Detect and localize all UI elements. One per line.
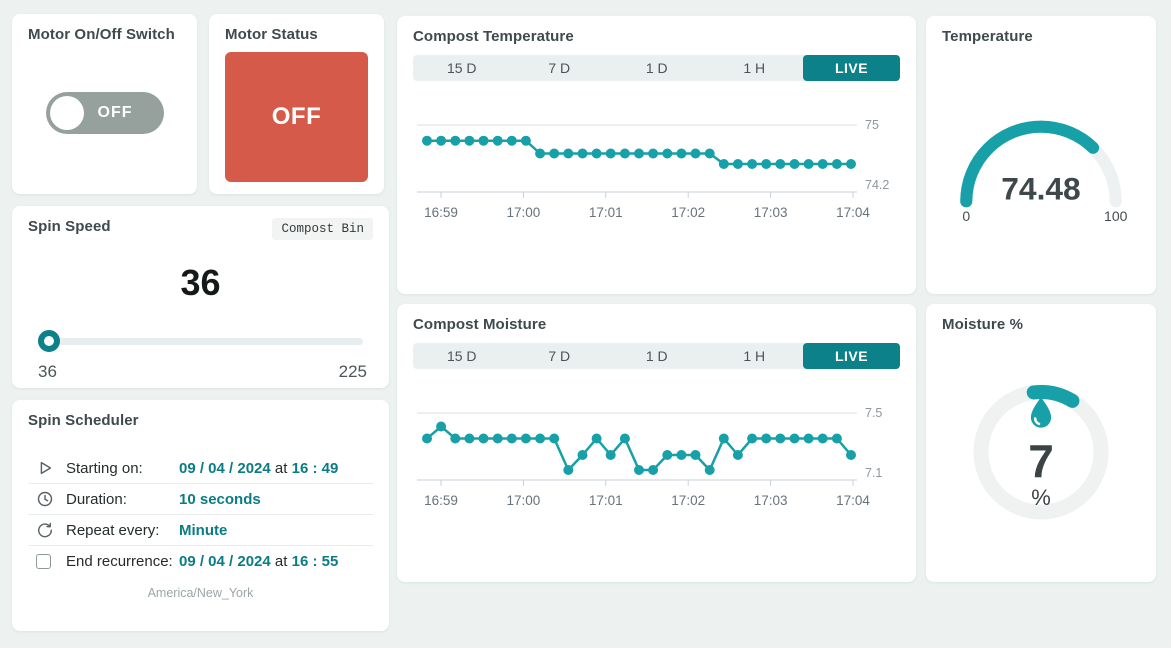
spin-scheduler-card: Spin Scheduler Starting on: 09 / 04 / 20… <box>12 400 389 631</box>
gauge-min-label: 0 <box>962 207 970 223</box>
tab-1d[interactable]: 1 D <box>645 60 668 76</box>
svg-text:17:02: 17:02 <box>671 493 705 508</box>
clock-icon <box>36 490 66 508</box>
spin-speed-slider[interactable] <box>38 330 363 352</box>
motor-status-title: Motor Status <box>225 26 318 43</box>
at-word: at <box>274 459 288 477</box>
compost-temperature-title: Compost Temperature <box>413 28 574 45</box>
timezone-label: America/New_York <box>147 586 254 600</box>
scheduler-label: End recurrence: <box>66 553 173 570</box>
play-icon <box>36 459 66 477</box>
tab-1h[interactable]: 1 H <box>743 60 766 76</box>
motor-switch-card: Motor On/Off Switch OFF <box>12 14 197 194</box>
temperature-gauge: 74.48 0 100 <box>960 120 1128 223</box>
spin-speed-value: 36 <box>180 262 221 303</box>
repeat-icon <box>36 521 66 539</box>
motor-status-value: OFF <box>225 52 368 182</box>
scheduler-label: Duration: <box>66 490 127 508</box>
gauge-max-label: 100 <box>1104 207 1128 223</box>
scheduler-row-repeat: Repeat every: Minute <box>28 515 373 546</box>
moisture-gauge-card: Moisture % 7 % <box>926 304 1156 582</box>
tab-1d[interactable]: 1 D <box>645 348 668 364</box>
water-drop-icon <box>1030 397 1052 428</box>
tab-1h[interactable]: 1 H <box>743 348 766 364</box>
scheduler-row-starting-on: Starting on: 09 / 04 / 2024 at 16 : 49 <box>28 453 373 484</box>
end-date[interactable]: 09 / 04 / 2024 <box>179 553 271 570</box>
moisture-unit: % <box>1031 485 1051 510</box>
svg-text:75: 75 <box>865 118 879 132</box>
slider-max-label: 225 <box>338 362 367 381</box>
svg-text:16:59: 16:59 <box>424 205 458 220</box>
svg-text:17:03: 17:03 <box>754 493 788 508</box>
temperature-gauge-title: Temperature <box>942 28 1033 45</box>
svg-text:17:01: 17:01 <box>589 205 623 220</box>
end-recurrence-checkbox[interactable] <box>36 554 51 569</box>
svg-text:17:04: 17:04 <box>836 493 870 508</box>
moisture-ring-gauge: 7 % <box>961 372 1121 532</box>
compost-moisture-card: Compost Moisture 15 D 7 D 1 D 1 H LIVE 1… <box>397 304 916 582</box>
compost-temperature-card: Compost Temperature 15 D 7 D 1 D 1 H LIV… <box>397 16 916 294</box>
tab-live[interactable]: LIVE <box>803 55 900 81</box>
temperature-value: 74.48 <box>1001 170 1080 206</box>
toggle-knob[interactable] <box>49 95 84 130</box>
moisture-value: 7 <box>1028 435 1054 487</box>
svg-text:17:01: 17:01 <box>589 493 623 508</box>
start-date[interactable]: 09 / 04 / 2024 <box>179 459 271 477</box>
svg-text:7.5: 7.5 <box>865 406 882 420</box>
slider-min-label: 36 <box>38 362 57 381</box>
temperature-line-chart: 16:59 17:00 17:01 17:02 17:03 17:04 75 74.2 <box>413 95 900 247</box>
svg-text:17:04: 17:04 <box>836 205 870 220</box>
scheduler-row-end-recurrence: End recurrence: 09 / 04 / 2024 at 16 : 5… <box>28 546 373 577</box>
start-time[interactable]: 16 : 49 <box>291 459 339 477</box>
tab-7d[interactable]: 7 D <box>548 348 571 364</box>
svg-text:74.2: 74.2 <box>865 178 889 192</box>
moisture-ring-fill <box>974 384 1108 519</box>
duration-value[interactable]: 10 seconds <box>179 490 261 508</box>
svg-text:17:02: 17:02 <box>671 205 705 220</box>
tab-7d[interactable]: 7 D <box>548 60 571 76</box>
end-time[interactable]: 16 : 55 <box>291 553 339 570</box>
svg-text:16:59: 16:59 <box>424 493 458 508</box>
motor-switch-title: Motor On/Off Switch <box>28 26 175 43</box>
scheduler-label: Starting on: <box>66 459 143 477</box>
scheduler-label: Repeat every: <box>66 521 160 539</box>
moisture-gauge-title: Moisture % <box>942 316 1024 333</box>
repeat-value[interactable]: Minute <box>179 521 228 539</box>
tab-15d[interactable]: 15 D <box>446 60 477 76</box>
moisture-line-chart: 16:59 17:00 17:01 17:02 17:03 17:04 7.5 7.1 <box>413 383 900 535</box>
slider-knob[interactable] <box>38 330 60 352</box>
spin-speed-card: Spin Speed Compost Bin 36 36 225 <box>12 206 389 388</box>
slider-track[interactable] <box>40 338 363 345</box>
at-word: at <box>274 553 288 570</box>
spin-scheduler-title: Spin Scheduler <box>28 412 139 429</box>
scheduler-row-duration: Duration: 10 seconds <box>28 484 373 515</box>
compost-moisture-title: Compost Moisture <box>413 316 547 333</box>
tab-15d[interactable]: 15 D <box>446 348 477 364</box>
temperature-range-tabbar: 15 D 7 D 1 D 1 H LIVE <box>413 55 900 81</box>
spin-speed-title: Spin Speed <box>28 218 111 235</box>
temperature-gauge-card: Temperature 74.48 0 100 <box>926 16 1156 294</box>
motor-status-card: Motor Status OFF <box>209 14 384 194</box>
svg-text:7.1: 7.1 <box>865 466 882 480</box>
svg-text:17:00: 17:00 <box>507 205 541 220</box>
tab-live[interactable]: LIVE <box>803 343 900 369</box>
svg-text:17:00: 17:00 <box>507 493 541 508</box>
toggle-state-label: OFF <box>97 103 133 121</box>
temperature-gauge-fill <box>960 120 1122 207</box>
motor-toggle-switch[interactable]: OFF <box>45 91 164 134</box>
svg-text:17:03: 17:03 <box>754 205 788 220</box>
thing-badge: Compost Bin <box>272 218 373 240</box>
moisture-range-tabbar: 15 D 7 D 1 D 1 H LIVE <box>413 343 900 369</box>
